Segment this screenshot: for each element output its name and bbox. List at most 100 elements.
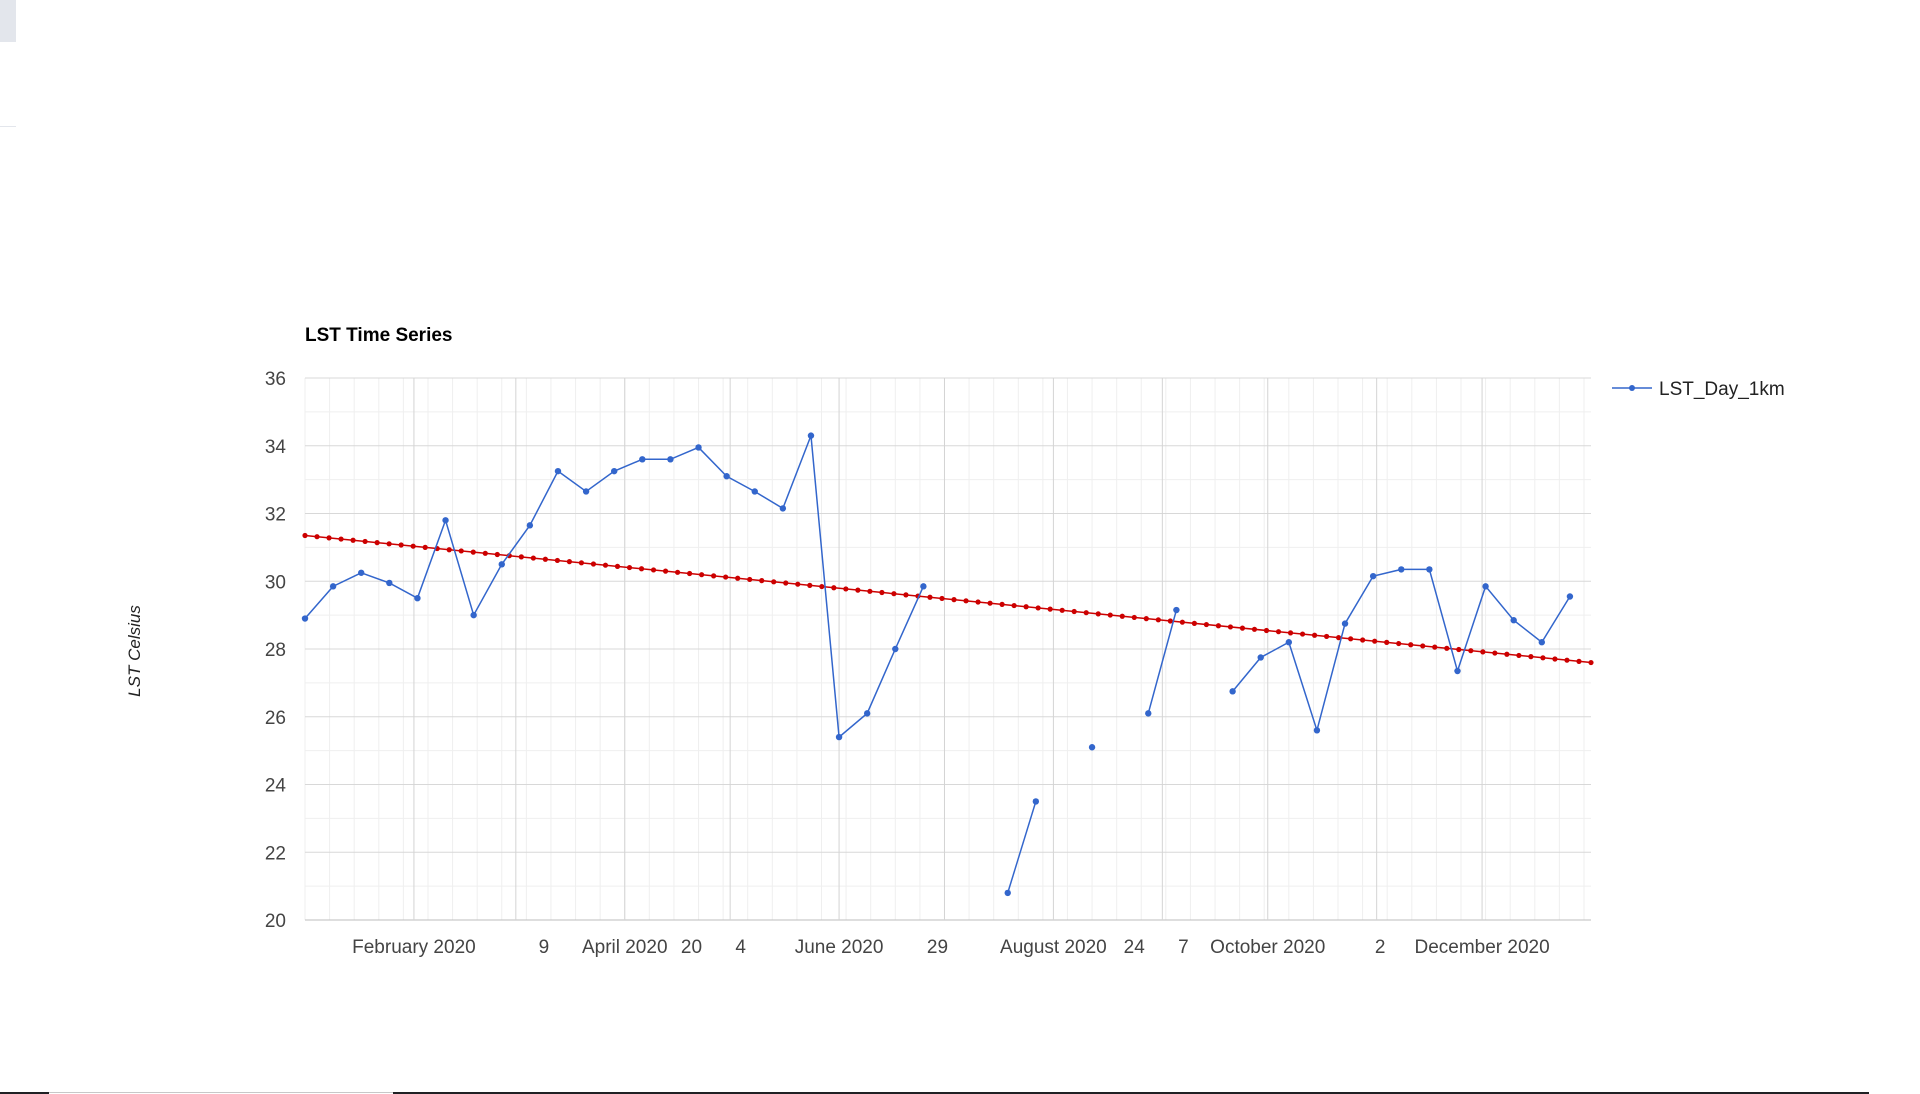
trendline-point (614, 563, 621, 569)
y-tick-label: 26 (265, 708, 286, 729)
trendline-point (1203, 621, 1210, 628)
data-point (329, 583, 337, 590)
trendline-point (699, 572, 705, 578)
data-point (1369, 572, 1377, 580)
trendline-point (1059, 607, 1065, 613)
trendline-point (1035, 605, 1041, 611)
series-line (1232, 568, 1571, 733)
trendline-point (1564, 657, 1570, 663)
trendline-point (771, 579, 777, 585)
y-tick-label: 20 (265, 911, 286, 932)
trendline-point (398, 542, 404, 548)
trendline-point (650, 567, 657, 573)
trendline-point (891, 591, 897, 597)
data-point (414, 594, 421, 602)
trendline-point (1047, 606, 1053, 612)
trendline-point (843, 586, 849, 592)
trendline-point (987, 600, 993, 606)
trendline-point (1396, 640, 1402, 647)
x-tick-label: April 2020 (582, 937, 668, 958)
x-tick-label: 9 (539, 937, 550, 958)
legend-point-marker (1629, 385, 1635, 391)
trendline-point (1311, 632, 1318, 638)
legend-label: LST_Day_1km (1659, 379, 1785, 400)
trendline-point (1516, 652, 1522, 659)
trendline-point (855, 587, 861, 593)
trendline-point (1576, 658, 1582, 664)
x-tick-label: 24 (1124, 937, 1146, 958)
trendline-point (1131, 614, 1137, 621)
trendline-point (422, 544, 428, 550)
data-point (1538, 639, 1546, 646)
series-line (1147, 609, 1178, 714)
trendline-point (1384, 639, 1390, 645)
corner-tab (0, 0, 16, 42)
trendline-point (578, 560, 585, 566)
trendline-point (1432, 644, 1438, 650)
trendline-point (674, 569, 681, 575)
data-point (892, 645, 899, 653)
x-tick-label: December 2020 (1414, 937, 1549, 958)
data-point (1229, 688, 1236, 695)
data-point (1341, 620, 1349, 627)
trendline-point (638, 566, 645, 572)
trendline (302, 532, 1594, 666)
data-point (723, 473, 730, 480)
series-line (304, 435, 925, 739)
trendline-point (350, 537, 356, 543)
trendline-point (1275, 629, 1282, 635)
data-point (1088, 744, 1096, 751)
trendline-point (1179, 619, 1185, 625)
y-tick-label: 28 (265, 640, 286, 661)
y-tick-label: 30 (265, 572, 286, 593)
y-tick-label: 22 (265, 843, 286, 864)
trendline-point (1504, 651, 1510, 657)
data-point (1032, 798, 1040, 805)
trendline-point (482, 550, 488, 556)
data-point (751, 488, 758, 495)
data-point (386, 579, 393, 587)
data-point (1482, 583, 1489, 590)
trendline-point (735, 575, 741, 581)
trendline-point (1071, 608, 1077, 615)
trendline-point (410, 543, 416, 549)
trendline-point (1348, 636, 1354, 642)
data-point (498, 561, 505, 568)
trendline-point (542, 556, 548, 562)
data-point (1285, 639, 1293, 646)
trendline-point (1239, 625, 1246, 631)
data-point (470, 611, 477, 619)
trendline-point (963, 598, 969, 604)
x-tick-labels: February 2020 9 April 2020 20 4 June 2020 29 Au… (352, 937, 1550, 958)
trendline-point (1095, 611, 1101, 617)
trendline-point (879, 589, 885, 596)
trendline-point (518, 554, 524, 560)
y-tick-label: 32 (265, 505, 286, 526)
data-point (1510, 617, 1517, 624)
trendline-point (458, 548, 464, 554)
trendline-point (326, 535, 332, 541)
corner-divider (0, 126, 16, 127)
trendline-point (1287, 630, 1294, 636)
legend[interactable]: LST_Day_1km (1612, 379, 1785, 400)
data-point (554, 467, 562, 475)
data-point (920, 583, 927, 590)
y-tick-labels: 20 22 24 26 28 30 32 34 36 (265, 369, 287, 932)
trendline-point (1588, 659, 1594, 666)
trendline-point (530, 555, 536, 561)
series-line (1007, 801, 1037, 894)
data-point (301, 615, 309, 622)
data-point (695, 444, 702, 451)
trendline-point (686, 570, 693, 577)
trendline-point (1263, 627, 1270, 634)
data-point (358, 569, 365, 576)
trendline-point (783, 580, 789, 586)
trendline-point (1299, 631, 1306, 637)
trendline-point (386, 541, 392, 547)
grid-major (305, 377, 1591, 921)
trendline-point (1227, 624, 1234, 630)
trendline-point (566, 559, 573, 565)
trendline-point (590, 561, 597, 567)
y-axis-label: LST Celsius (125, 605, 144, 697)
trendline-point (1323, 633, 1330, 640)
